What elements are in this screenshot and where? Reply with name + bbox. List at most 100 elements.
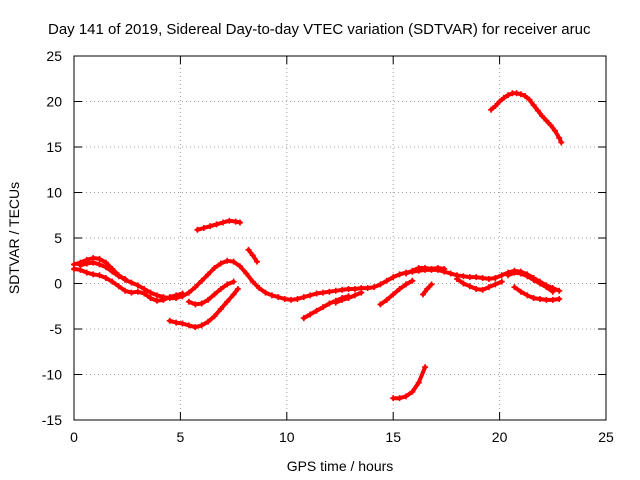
data-points bbox=[71, 90, 565, 402]
data-point bbox=[402, 270, 409, 277]
data-point bbox=[424, 285, 431, 292]
data-point bbox=[160, 296, 167, 303]
data-point bbox=[539, 113, 546, 120]
data-point bbox=[390, 274, 397, 281]
data-point bbox=[345, 285, 352, 292]
series-track-14 bbox=[511, 284, 563, 303]
y-tick-label: 20 bbox=[46, 94, 62, 110]
data-point bbox=[230, 258, 237, 265]
data-point bbox=[96, 255, 103, 262]
data-point bbox=[558, 139, 565, 146]
y-tick-label: 0 bbox=[54, 276, 62, 292]
data-point bbox=[522, 93, 529, 100]
data-point bbox=[319, 304, 326, 311]
data-point bbox=[339, 296, 346, 303]
data-point bbox=[409, 267, 416, 274]
data-point bbox=[371, 284, 378, 291]
data-point bbox=[294, 295, 301, 302]
data-point bbox=[192, 324, 199, 331]
data-point bbox=[517, 91, 524, 98]
data-point bbox=[383, 277, 390, 284]
series-track-15 bbox=[505, 269, 556, 295]
data-point bbox=[141, 290, 148, 297]
data-point bbox=[524, 273, 531, 280]
y-axis-label: SDTVAR / TECUs bbox=[6, 182, 22, 294]
data-point bbox=[249, 278, 256, 285]
y-tick-label: -15 bbox=[42, 412, 62, 428]
series-track-13 bbox=[454, 275, 505, 293]
series-track-3 bbox=[77, 259, 129, 282]
data-point bbox=[460, 280, 467, 287]
data-point bbox=[90, 271, 97, 278]
data-point bbox=[185, 322, 192, 329]
y-tick-label: -10 bbox=[42, 367, 62, 383]
data-point bbox=[422, 364, 429, 371]
data-point bbox=[466, 283, 473, 290]
data-point bbox=[402, 393, 409, 400]
data-point bbox=[134, 282, 141, 289]
data-point bbox=[192, 284, 199, 291]
y-tick-label: -5 bbox=[50, 321, 63, 337]
data-point bbox=[213, 221, 220, 228]
data-point bbox=[434, 265, 441, 272]
data-point bbox=[498, 272, 505, 279]
data-point bbox=[96, 261, 103, 268]
data-point bbox=[102, 275, 109, 282]
data-point bbox=[153, 292, 160, 299]
data-point bbox=[396, 285, 403, 292]
y-tick-label: 10 bbox=[46, 185, 62, 201]
data-point bbox=[345, 295, 352, 302]
data-point bbox=[526, 96, 533, 103]
data-point bbox=[217, 305, 224, 312]
data-point bbox=[313, 290, 320, 297]
data-point bbox=[377, 281, 384, 288]
data-point bbox=[83, 269, 90, 276]
data-point bbox=[332, 287, 339, 294]
data-point bbox=[339, 286, 346, 293]
series-trace bbox=[489, 91, 564, 145]
data-point bbox=[549, 296, 556, 303]
series-track-11 bbox=[419, 281, 435, 298]
data-point bbox=[198, 322, 205, 329]
data-point bbox=[122, 287, 129, 294]
y-tick-label: 15 bbox=[46, 139, 62, 155]
data-point bbox=[236, 263, 243, 270]
data-point bbox=[281, 295, 288, 302]
data-point bbox=[115, 283, 122, 290]
data-point bbox=[332, 299, 339, 306]
data-point bbox=[232, 218, 239, 225]
data-point bbox=[530, 295, 537, 302]
data-point bbox=[109, 278, 116, 285]
data-point bbox=[543, 284, 550, 291]
data-point bbox=[200, 224, 207, 231]
data-point bbox=[134, 288, 141, 295]
data-point bbox=[485, 275, 492, 282]
series-track-12 bbox=[402, 265, 448, 277]
data-point bbox=[179, 320, 186, 327]
data-point bbox=[217, 285, 224, 292]
data-point bbox=[537, 295, 544, 302]
data-point bbox=[415, 265, 422, 272]
data-point bbox=[211, 313, 218, 320]
data-point bbox=[207, 223, 214, 230]
x-tick-label: 5 bbox=[177, 429, 185, 445]
data-point bbox=[307, 311, 314, 318]
data-point bbox=[500, 94, 507, 101]
data-point bbox=[307, 292, 314, 299]
data-point bbox=[300, 294, 307, 301]
data-point bbox=[153, 297, 160, 304]
data-point bbox=[128, 279, 135, 286]
data-point bbox=[441, 265, 448, 272]
data-point bbox=[83, 260, 90, 267]
data-point bbox=[364, 285, 371, 292]
data-point bbox=[173, 292, 180, 299]
series-track-10 bbox=[377, 277, 416, 308]
data-point bbox=[511, 269, 518, 276]
data-point bbox=[351, 292, 358, 299]
data-point bbox=[473, 274, 480, 281]
x-tick-label: 15 bbox=[385, 429, 401, 445]
x-tick-label: 10 bbox=[279, 429, 295, 445]
data-point bbox=[128, 289, 135, 296]
data-point bbox=[262, 289, 269, 296]
